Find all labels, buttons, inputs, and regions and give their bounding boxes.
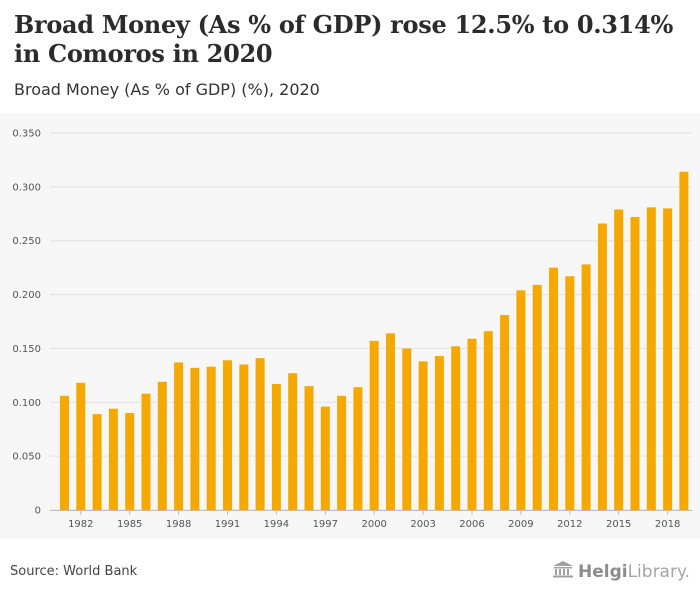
bar-1990[interactable] [206, 366, 216, 510]
bar-2006[interactable] [467, 338, 477, 510]
bar-1994[interactable] [271, 383, 281, 510]
y-tick-label: 0.100 [12, 398, 41, 409]
bar-2003[interactable] [418, 361, 428, 510]
x-tick-label: 1988 [166, 519, 191, 530]
x-tick-label: 1994 [264, 519, 289, 530]
logo-text-light: Library. [627, 561, 690, 582]
bar-1996[interactable] [304, 386, 314, 510]
x-tick-label: 1985 [117, 519, 142, 530]
x-tick-label: 1982 [68, 519, 93, 530]
bar-2017[interactable] [646, 207, 656, 510]
x-tick-label: 2003 [410, 519, 435, 530]
x-tick-label: 2006 [459, 519, 484, 530]
y-tick-label: 0.050 [12, 452, 41, 463]
y-tick-label: 0.300 [12, 182, 41, 193]
bar-2005[interactable] [451, 346, 461, 510]
bar-1999[interactable] [353, 387, 363, 510]
bar-2007[interactable] [483, 331, 493, 510]
x-tick-label: 1997 [313, 519, 338, 530]
bar-2002[interactable] [402, 348, 412, 510]
bar-1995[interactable] [288, 373, 298, 510]
bar-2011[interactable] [549, 267, 558, 510]
y-tick-label: 0.200 [12, 290, 41, 301]
bar-1998[interactable] [337, 395, 347, 510]
chart-subtitle: Broad Money (As % of GDP) (%), 2020 [14, 80, 320, 99]
bar-2014[interactable] [597, 223, 607, 510]
x-tick-label: 2015 [606, 519, 631, 530]
bar-1984[interactable] [108, 408, 118, 510]
bar-2000[interactable] [369, 340, 379, 510]
logo-text-bold: Helgi [577, 561, 628, 582]
bar-2013[interactable] [581, 264, 591, 510]
bar-1992[interactable] [239, 364, 249, 510]
bar-1983[interactable] [92, 414, 102, 510]
bar-1985[interactable] [125, 413, 135, 510]
bar-2019[interactable] [679, 171, 689, 510]
bar-chart: 0 0.050 0.100 0.150 0.200 0.250 0.300 0.350 1982… [12, 129, 692, 530]
bar-2010[interactable] [532, 284, 542, 510]
bar-2009[interactable] [516, 290, 526, 510]
bar-1981[interactable] [60, 395, 69, 510]
bar-1989[interactable] [190, 367, 200, 510]
bar-1982[interactable] [76, 382, 86, 510]
bar-1987[interactable] [157, 381, 167, 510]
x-tick-label: 2018 [655, 519, 680, 530]
y-tick-label: 0 [35, 506, 41, 517]
y-tick-label: 0.150 [12, 344, 41, 355]
bar-2015[interactable] [614, 209, 624, 510]
bar-1988[interactable] [174, 362, 184, 510]
library-building-icon [552, 560, 574, 583]
bar-1991[interactable] [223, 360, 232, 510]
chart-area: 0 0.050 0.100 0.150 0.200 0.250 0.300 0.350 1982… [0, 113, 700, 539]
bar-2001[interactable] [386, 333, 395, 510]
bar-2012[interactable] [565, 276, 575, 510]
bar-2018[interactable] [663, 208, 673, 510]
bar-2016[interactable] [630, 217, 640, 510]
x-tick-label: 2012 [557, 519, 582, 530]
bar-2008[interactable] [500, 315, 510, 510]
bar-1986[interactable] [141, 393, 151, 510]
bar-1993[interactable] [255, 358, 265, 510]
x-tick-label: 2009 [508, 519, 533, 530]
x-tick-label: 2000 [361, 519, 386, 530]
helgi-library-logo[interactable]: Helgi Library. [552, 560, 690, 583]
x-tick-label: 1991 [215, 519, 240, 530]
bar-2004[interactable] [434, 355, 444, 510]
y-tick-label: 0.250 [12, 236, 41, 247]
chart-title: Broad Money (As % of GDP) rose 12.5% to … [14, 10, 673, 68]
bar-1997[interactable] [320, 406, 330, 510]
y-tick-label: 0.350 [12, 129, 41, 140]
source-note: Source: World Bank [10, 564, 138, 579]
